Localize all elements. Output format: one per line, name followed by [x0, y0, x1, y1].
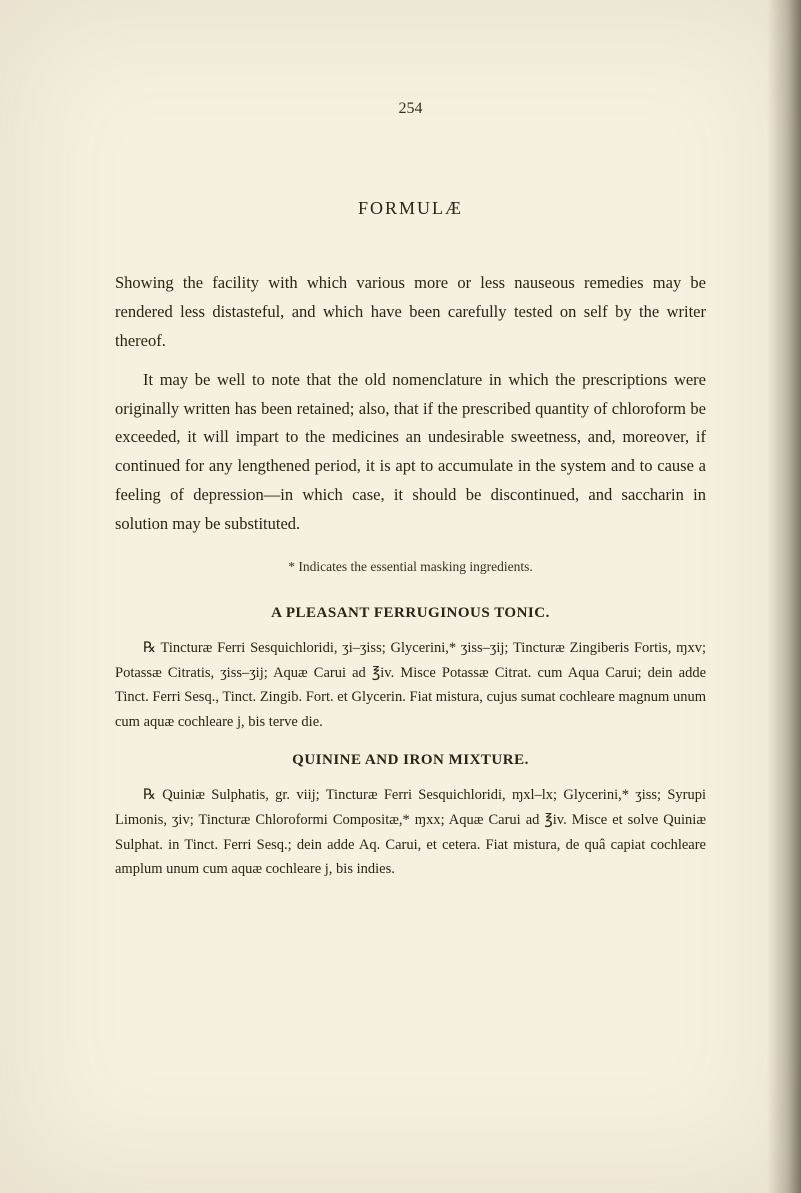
page-number: 254 [115, 100, 706, 118]
intro-para-2: It may be well to note that the old nome… [115, 366, 706, 539]
intro-para-1: Showing the facility with which various … [115, 269, 706, 356]
footnote-indicator: * Indicates the essential masking ingred… [115, 559, 706, 575]
page-title: FORMULÆ [115, 198, 706, 219]
page-vignette [0, 0, 801, 1193]
section-heading-quinine: QUININE AND IRON MIXTURE. [115, 752, 706, 769]
gutter-shadow [767, 0, 801, 1193]
section-heading-tonic: A PLEASANT FERRUGINOUS TONIC. [115, 605, 706, 622]
formula-tonic: ℞ Tincturæ Ferri Sesquichloridi, ʒi–ʒiss… [115, 636, 706, 735]
formula-quinine: ℞ Quiniæ Sulphatis, gr. viij; Tincturæ F… [115, 783, 706, 882]
